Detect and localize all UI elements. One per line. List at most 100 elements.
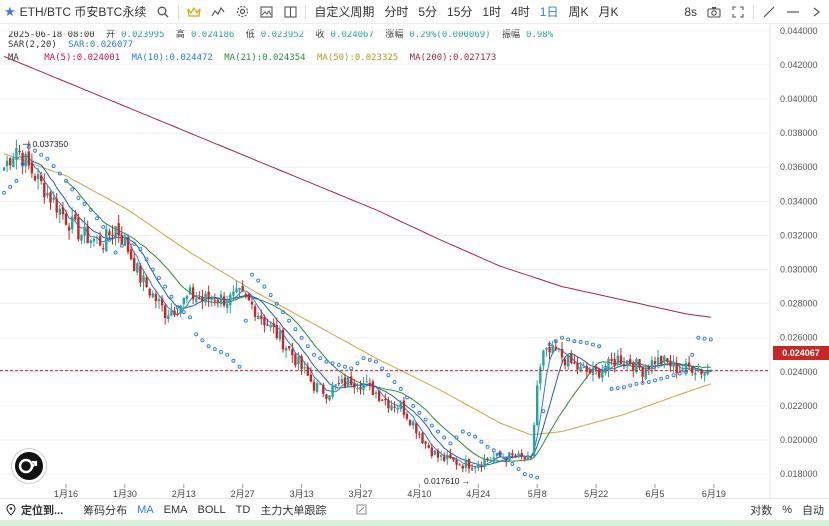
log-scale-button[interactable]: 对数 <box>750 505 773 517</box>
candle-body <box>607 358 610 371</box>
candle-body <box>613 359 616 366</box>
expand-right-icon[interactable] <box>805 0 829 24</box>
candle-body <box>656 357 660 365</box>
sar-label[interactable]: SAR(2,20) <box>8 40 57 50</box>
status-strip <box>0 520 829 526</box>
candle-body <box>312 381 316 391</box>
interval-2[interactable]: 5分 <box>418 5 438 19</box>
app-logo[interactable] <box>12 449 46 483</box>
boll-tab[interactable]: BOLL <box>197 503 226 516</box>
sar-dot <box>268 293 273 298</box>
candle-body <box>136 263 139 273</box>
ma-tab[interactable]: MA <box>137 503 154 516</box>
sar-dot <box>206 344 211 349</box>
location-pin-icon <box>6 503 16 516</box>
sar-dot <box>157 276 161 281</box>
gear-icon[interactable] <box>230 0 254 24</box>
sar-dot <box>615 386 620 390</box>
layout-icon[interactable] <box>278 0 302 24</box>
td-tab[interactable]: TD <box>235 503 251 516</box>
candle-body <box>74 214 77 220</box>
sar-dot <box>591 342 595 347</box>
sar-dot <box>163 284 168 289</box>
sar-dot <box>138 247 143 252</box>
chip-distribution-tab[interactable]: 筹码分布 <box>83 504 128 517</box>
interval-3[interactable]: 15分 <box>447 5 473 19</box>
sar-dot <box>702 336 707 341</box>
candle-body <box>319 383 322 385</box>
ema-tab[interactable]: EMA <box>163 503 188 516</box>
search-icon[interactable] <box>151 0 175 24</box>
candle-body <box>173 310 176 316</box>
sar-dot <box>119 243 124 248</box>
close-label: 收 <box>315 30 325 40</box>
sar-dot <box>76 195 81 200</box>
close-value: 0.024067 <box>330 30 374 40</box>
sar-dot <box>361 356 366 361</box>
crown-icon[interactable] <box>182 0 206 24</box>
ma5-value: MA(5):0.024001 <box>44 53 121 63</box>
candle-body <box>213 300 216 302</box>
horizontal-line-icon[interactable] <box>781 0 805 24</box>
sar-dot <box>113 250 118 255</box>
indicator-icon[interactable] <box>206 0 230 24</box>
last-price-tag: 0.024067 <box>773 346 829 360</box>
y-tick-label: 0.044000 <box>780 26 818 36</box>
x-tick-label: 1月30 <box>113 489 137 498</box>
candle-body <box>253 306 257 318</box>
chart-toolbar: ★ ETH/BTC 币安BTC永续 自定义周期 分时 5分 15分 1时 4时 … <box>0 0 829 24</box>
candle-body <box>638 359 641 368</box>
change-value: 0.29%(0.000069) <box>409 30 491 40</box>
price-axis[interactable]: 0.044000 0.042000 0.040000 0.038000 0.036000… <box>780 26 818 479</box>
star-icon[interactable]: ★ <box>4 3 16 19</box>
interval-8[interactable]: 月K <box>598 5 619 19</box>
interval-5[interactable]: 4时 <box>511 5 530 19</box>
main-order-tab[interactable]: 主力大单跟踪 <box>260 504 327 517</box>
interval-1[interactable]: 分时 <box>384 5 409 19</box>
candle-body <box>89 240 92 244</box>
y-tick-label: 0.030000 <box>780 265 818 275</box>
candle-body <box>139 265 142 283</box>
candle-body <box>622 364 626 366</box>
y-tick-label: 0.028000 <box>780 299 818 309</box>
ma-label[interactable]: MA <box>8 53 19 63</box>
camera-icon[interactable] <box>702 0 726 24</box>
edit-indicators-icon[interactable] <box>351 504 372 515</box>
sar-dot <box>386 373 391 378</box>
sar-dot <box>20 161 25 166</box>
candle-body <box>570 353 573 363</box>
interval-6[interactable]: 1日 <box>539 5 559 19</box>
fullscreen-icon[interactable] <box>726 0 750 24</box>
image-icon[interactable] <box>254 0 278 24</box>
candle-body <box>517 453 520 457</box>
percent-scale-button[interactable]: % <box>782 504 792 516</box>
interval-4[interactable]: 1时 <box>482 5 502 19</box>
custom-period-button[interactable]: 自定义周期 <box>314 5 375 19</box>
candle-body <box>120 235 123 245</box>
x-tick-label: 4月24 <box>466 489 490 498</box>
candle-body <box>393 406 396 408</box>
candle-body <box>706 370 709 375</box>
sar-dot <box>460 429 465 434</box>
bottom-toolbar: 定位到... 筹码分布 MA EMA BOLL TD 主力大单跟踪 对数 % 自… <box>0 498 829 520</box>
candle-body <box>337 383 340 385</box>
sar-dot <box>380 366 385 371</box>
symbol-selector[interactable]: ★ ETH/BTC 币安BTC永续 <box>0 0 151 24</box>
candle-body <box>446 454 449 460</box>
candle-body <box>278 331 282 340</box>
candle-body <box>474 467 477 469</box>
auto-scale-button[interactable]: 自动 <box>802 505 824 517</box>
candle-body <box>123 238 127 246</box>
candle-body <box>498 451 502 457</box>
refresh-interval[interactable]: 8s <box>684 5 697 19</box>
candle-body <box>529 456 533 458</box>
sar-dot <box>454 435 459 440</box>
sar-dot <box>504 456 509 461</box>
candle-body <box>371 381 375 396</box>
candlestick-chart[interactable]: 0.037350 0.017610 → 0.044000 0.042000 0.040… <box>0 24 829 498</box>
locate-button[interactable]: 定位到... <box>0 502 68 518</box>
draw-line-icon[interactable] <box>757 0 781 24</box>
interval-7[interactable]: 周K <box>568 5 589 19</box>
sar-dot <box>95 216 99 221</box>
time-axis[interactable]: 1月16 1月30 2月13 2月27 3月13 3月27 4月10 4月24 5月8 5月22 6… <box>54 484 726 498</box>
